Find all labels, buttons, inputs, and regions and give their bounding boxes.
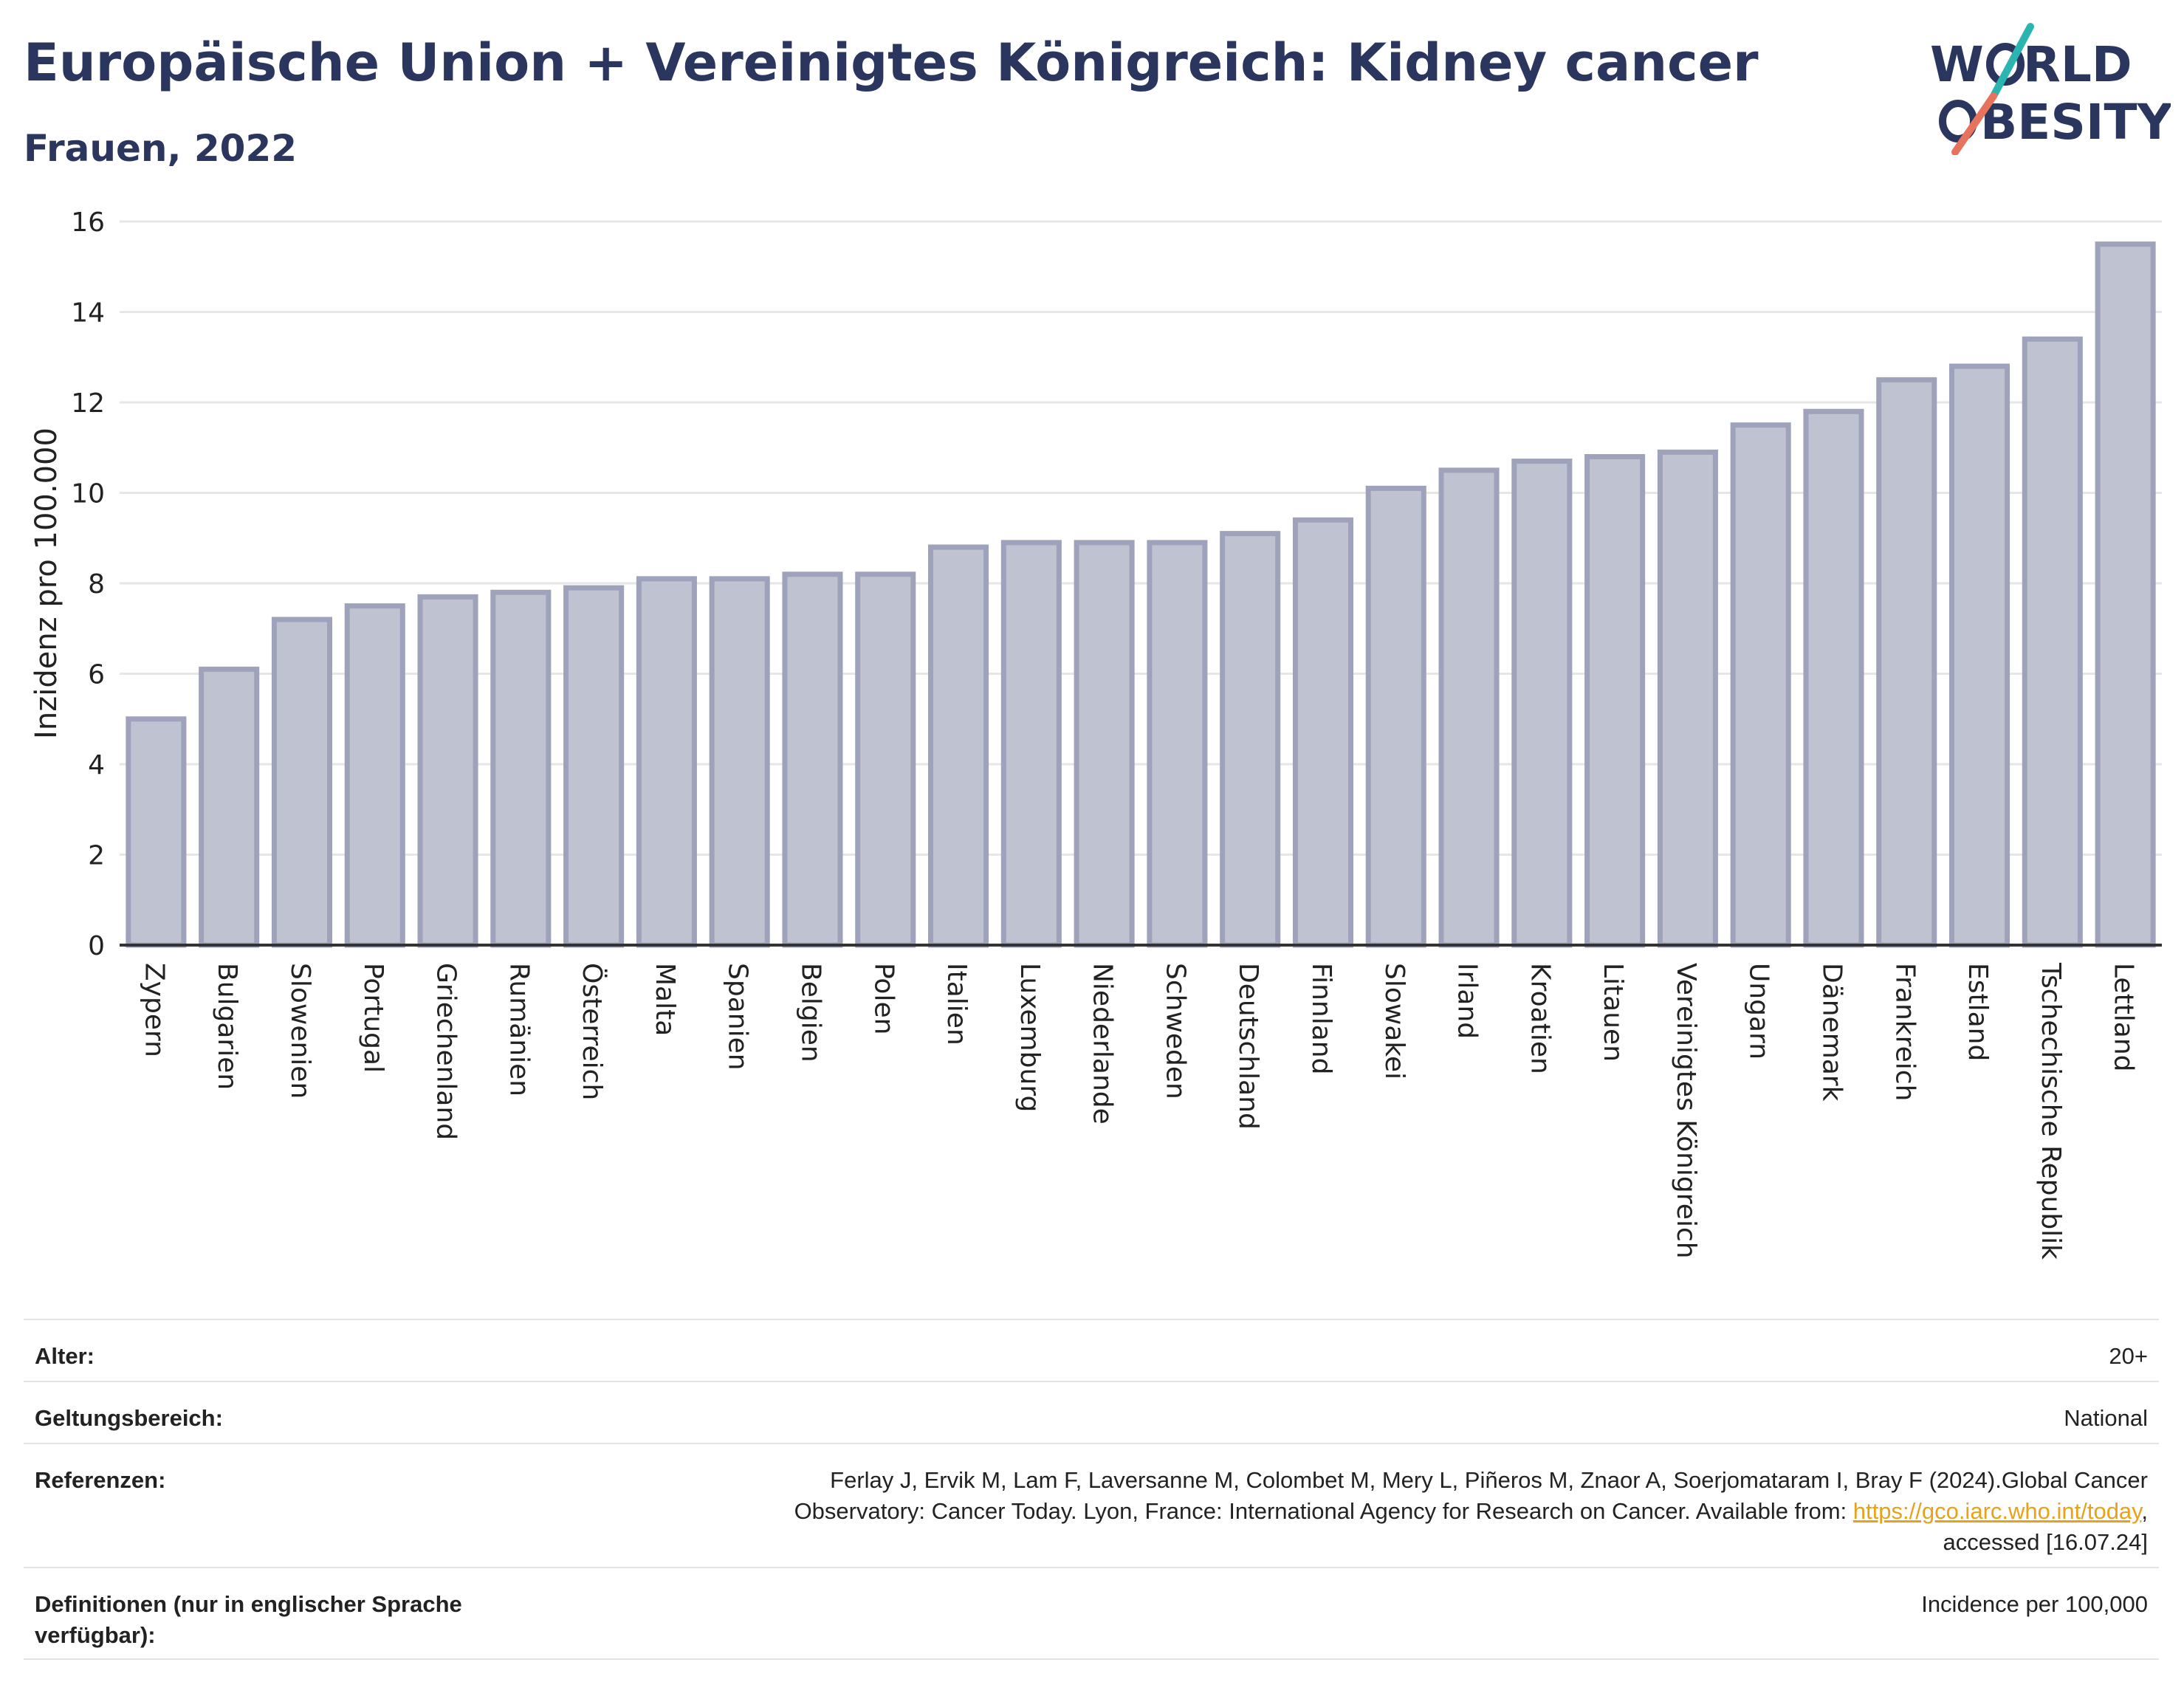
x-tick-label: Belgien (795, 963, 825, 1062)
x-tick-label: Griechenland (431, 963, 461, 1140)
bar[interactable] (855, 571, 916, 948)
x-tick-label: Schweden (1160, 963, 1190, 1099)
logo-line1-end: RLD (2023, 36, 2132, 93)
age-label: Alter: (35, 1343, 95, 1369)
bar[interactable] (344, 603, 405, 948)
x-tick-label: Zypern (139, 963, 169, 1057)
scope-label: Geltungsbereich: (35, 1405, 223, 1431)
x-tick-label: Ungarn (1744, 963, 1774, 1060)
x-tick-label: Slowakei (1379, 963, 1409, 1079)
bar[interactable] (1220, 531, 1281, 948)
bar[interactable] (2095, 241, 2156, 948)
x-tick-labels: Zypern Bulgarien Slowenien Portugal Griechen… (139, 962, 2138, 1260)
bar[interactable] (1292, 517, 1354, 948)
age-value: 20+ (2109, 1343, 2148, 1369)
logo-line2-end: BESITY (1980, 94, 2171, 151)
bar[interactable] (1074, 540, 1135, 948)
y-tick-label: 12 (71, 388, 105, 419)
bar[interactable] (199, 666, 260, 948)
logo-slash-coral (1951, 92, 1997, 155)
x-tick-label: Kroatien (1525, 963, 1555, 1074)
x-tick-label: Finnland (1306, 963, 1336, 1074)
bar[interactable] (782, 571, 843, 948)
x-tick-label: Luxemburg (1014, 963, 1045, 1112)
bar[interactable] (1584, 454, 1646, 948)
bar[interactable] (1803, 408, 1864, 948)
bar[interactable] (563, 585, 625, 948)
bar[interactable] (1147, 540, 1208, 948)
x-tick-label: Rumänien (504, 963, 534, 1096)
metadata-table: Alter: 20+ Geltungsbereich: National Ref… (24, 1319, 2159, 1660)
definitions-value: Incidence per 100,000 (1921, 1591, 2148, 1617)
y-tick-label: 0 (88, 931, 105, 961)
x-tick-label: Italien (941, 963, 972, 1046)
bar[interactable] (709, 576, 770, 948)
meta-row-age: Alter: 20+ (24, 1319, 2159, 1381)
bar[interactable] (927, 544, 989, 948)
x-tick-label: Portugal (358, 963, 388, 1073)
references-label: Referenzen: (35, 1467, 166, 1493)
scope-value: National (2064, 1405, 2148, 1431)
y-tick-label: 16 (71, 207, 105, 238)
x-tick-label: Malta (650, 963, 680, 1036)
references-line1: Ferlay J, Ervik M, Lam F, Laversanne M, … (830, 1467, 2148, 1493)
references-link[interactable]: https://gco.iarc.who.int/today (1852, 1498, 2142, 1524)
references-line3: accessed [16.07.24] (1943, 1529, 2148, 1555)
x-tick-label: Tschechische Republik (2036, 962, 2066, 1260)
definitions-label: Definitionen (nur in englischer Sprache … (35, 1591, 462, 1648)
y-tick-label: 2 (88, 841, 105, 871)
x-tick-label: Frankreich (1889, 963, 1920, 1101)
bar[interactable] (1511, 459, 1573, 948)
x-tick-label: Estland (1962, 963, 1993, 1061)
x-tick-label: Niederlande (1088, 963, 1118, 1125)
x-tick-label: Dänemark (1816, 963, 1847, 1102)
bar[interactable] (1948, 363, 2010, 948)
bar-chart: 0 2 4 6 8 10 12 14 16 Zypern Bulgarien Slowenien Po… (30, 207, 2162, 1260)
bar[interactable] (417, 594, 478, 948)
y-tick-label: 6 (88, 660, 105, 690)
y-tick-label: 10 (71, 479, 105, 509)
bar[interactable] (1876, 377, 1937, 948)
meta-row-scope: Geltungsbereich: National (24, 1381, 2159, 1443)
y-tick-label: 8 (88, 569, 105, 600)
x-tick-label: Spanien (723, 963, 753, 1071)
world-obesity-logo: W RLD BESITY (1930, 23, 2171, 155)
y-tick-label: 14 (71, 298, 105, 329)
references-line2: Observatory: Cancer Today. Lyon, France:… (794, 1498, 1853, 1524)
y-tick-labels: 0 2 4 6 8 10 12 14 16 (71, 207, 105, 961)
chart-title: Europäische Union + Vereinigtes Königrei… (24, 32, 1759, 93)
meta-row-references: Referenzen: Ferlay J, Ervik M, Lam F, La… (24, 1443, 2159, 1567)
references-line2-end: , (2141, 1498, 2148, 1524)
x-tick-label: Österreich (577, 963, 608, 1100)
references-value: Ferlay J, Ervik M, Lam F, Laversanne M, … (794, 1465, 2148, 1558)
y-axis-label: Inzidenz pro 100.000 (30, 428, 63, 739)
x-tick-label: Polen (868, 963, 899, 1034)
x-tick-label: Vereinigtes Königreich (1671, 963, 1701, 1259)
bar[interactable] (1365, 485, 1426, 948)
x-tick-label: Deutschland (1233, 963, 1263, 1130)
x-tick-label: Litauen (1598, 963, 1628, 1062)
bar[interactable] (636, 576, 697, 948)
bar[interactable] (271, 617, 333, 948)
bar[interactable] (490, 589, 552, 948)
x-tick-label: Lettland (2109, 963, 2139, 1072)
meta-row-definitions: Definitionen (nur in englischer Sprache … (24, 1567, 2159, 1660)
x-tick-label: Bulgarien (212, 963, 242, 1090)
logo-slash-teal (1990, 23, 2034, 100)
bar[interactable] (1657, 449, 1718, 948)
bar[interactable] (1000, 540, 1062, 948)
x-tick-label: Irland (1452, 963, 1483, 1039)
chart-subtitle: Frauen, 2022 (24, 127, 298, 170)
y-tick-label: 4 (88, 750, 105, 780)
bar[interactable] (126, 716, 187, 948)
bar[interactable] (1730, 422, 1791, 948)
logo-line1-start: W (1930, 36, 1984, 93)
bars (126, 241, 2156, 948)
logo-o1-ring (1986, 43, 2025, 86)
bar[interactable] (1438, 467, 1500, 948)
bar[interactable] (2022, 336, 2083, 948)
x-tick-label: Slowenien (285, 963, 315, 1099)
